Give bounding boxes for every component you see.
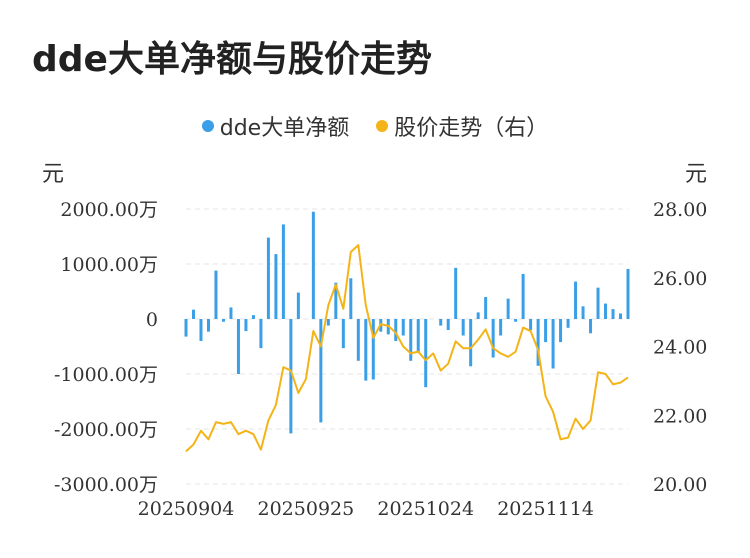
bar [574, 281, 578, 319]
bar [446, 319, 450, 330]
bar [319, 319, 323, 423]
y-left-tick-label: -1000.00万 [54, 364, 158, 386]
bar [311, 211, 315, 319]
legend-dot-bar [201, 120, 214, 132]
chart-title: dde大单净额与股价走势 [32, 39, 432, 80]
y-right-tick-label: 24.00 [653, 337, 707, 359]
bar [409, 319, 413, 361]
bar [244, 319, 248, 332]
bar [619, 313, 623, 319]
bar [184, 319, 188, 337]
y-right-tick-label: 20.00 [653, 474, 707, 496]
legend-dot-line [376, 120, 389, 132]
y-right-tick-label: 22.00 [653, 405, 707, 427]
bar [439, 319, 443, 326]
bar [536, 319, 540, 366]
y-left-tick-label: -2000.00万 [54, 419, 158, 441]
bar [499, 319, 503, 336]
legend-item-bar[interactable]: dde大单净额 [201, 110, 350, 142]
bar [529, 319, 533, 330]
bar [274, 254, 278, 319]
bar [349, 278, 353, 319]
bar [589, 319, 593, 334]
x-tick-label: 20251114 [497, 498, 594, 520]
bar [191, 309, 195, 319]
bar [394, 319, 398, 341]
legend-item-line[interactable]: 股价走势（右） [376, 110, 548, 142]
left-axis-unit: 元 [42, 162, 65, 187]
y-left-tick-label: -3000.00万 [54, 474, 158, 496]
bar [521, 273, 525, 319]
bar [289, 319, 293, 434]
bar [251, 315, 255, 319]
right-axis-unit: 元 [685, 162, 708, 187]
bar [506, 298, 510, 319]
x-tick-label: 20250925 [258, 498, 355, 520]
bar [326, 319, 330, 326]
bar [401, 319, 405, 336]
legend: dde大单净额 股价走势（右） [0, 110, 750, 142]
legend-label-line: 股价走势（右） [394, 116, 549, 141]
bar [469, 319, 473, 367]
bar [544, 319, 548, 343]
y-right-tick-label: 28.00 [653, 199, 707, 221]
bar [364, 319, 368, 381]
bar [214, 270, 218, 319]
price-line [185, 244, 629, 453]
bar [514, 319, 518, 322]
bar [484, 297, 488, 319]
x-tick-label: 20251024 [377, 498, 474, 520]
bar [221, 319, 225, 322]
bar [259, 319, 263, 349]
bar [341, 319, 345, 349]
y-left-tick-label: 1000.00万 [60, 254, 158, 276]
y-left-tick-label: 2000.00万 [60, 199, 158, 221]
bar [581, 306, 585, 319]
bar [454, 267, 458, 319]
bar [281, 224, 285, 319]
legend-label-bar: dde大单净额 [219, 116, 350, 141]
bar [296, 292, 300, 319]
bar [596, 287, 600, 319]
bar [491, 319, 495, 358]
bar [611, 309, 615, 319]
x-tick-label: 20250904 [138, 498, 235, 520]
bar [626, 268, 630, 319]
bar [356, 319, 360, 361]
bar [566, 319, 570, 328]
bar [236, 319, 240, 374]
bar [416, 319, 420, 352]
bar [199, 319, 203, 341]
bar [266, 237, 270, 319]
y-right-tick-label: 26.00 [653, 268, 707, 290]
bar [424, 319, 428, 388]
y-left-tick-label: 0 [146, 309, 158, 331]
bar [334, 282, 338, 319]
bar [559, 319, 563, 343]
bar [371, 319, 375, 380]
bar [229, 307, 233, 319]
bar [604, 303, 608, 319]
bar [461, 319, 465, 336]
bar [206, 319, 210, 332]
bar [476, 312, 480, 319]
bar [551, 319, 555, 369]
